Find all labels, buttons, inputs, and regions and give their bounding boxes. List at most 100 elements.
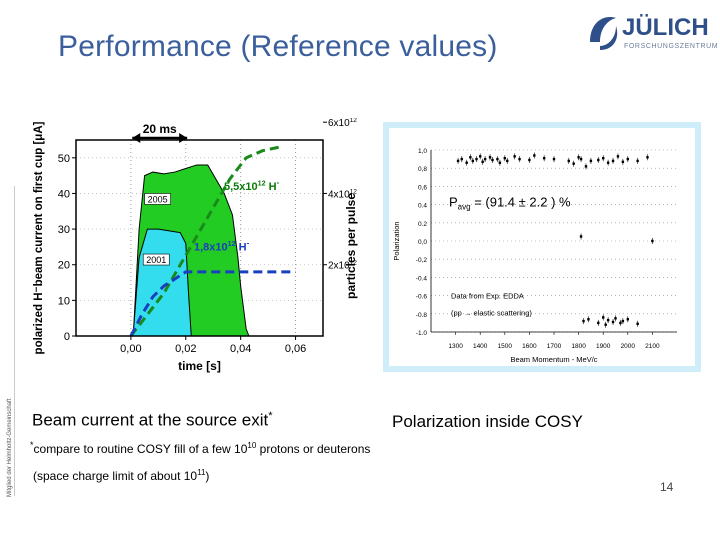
data-point xyxy=(479,155,482,158)
y-axis-label: polarized H⁻beam current on first cup [μ… xyxy=(33,121,45,354)
x-tick-label: 1600 xyxy=(522,343,537,350)
data-point xyxy=(528,158,531,162)
data-point xyxy=(621,160,625,164)
caption-left: Beam current at the source exit* xyxy=(32,410,273,431)
y-axis-label: Polarization xyxy=(392,221,401,260)
data-point xyxy=(587,318,590,321)
x-axis-label: time [s] xyxy=(178,359,221,373)
footnote-sup-1: 10 xyxy=(247,441,257,450)
data-point xyxy=(498,161,502,164)
footnote-line-1: *compare to routine COSY fill of a few 1… xyxy=(30,440,370,456)
x-tick-label: 2100 xyxy=(645,343,660,350)
label-cumulative-2005: 5,5x1012 H- xyxy=(224,178,280,193)
footnote-marker: * xyxy=(30,440,34,450)
data-point xyxy=(506,159,509,163)
data-point xyxy=(579,157,583,161)
data-point xyxy=(619,321,622,325)
data-point xyxy=(471,159,475,163)
polarization-chart: 1,0 0,8 0,6 0.4 0.2 0,0 -0,2 -0.4 -0.6 -0.8 -1.0 13… xyxy=(383,122,701,372)
data-point xyxy=(606,318,610,322)
y2-tick-label: 4x1012 xyxy=(328,188,357,200)
y-tick-label: 0 xyxy=(64,331,70,343)
y-tick-label: 0.4 xyxy=(418,203,427,210)
data-point xyxy=(611,159,615,163)
pavg-annotation: Pavg = (91.4 ± 2.2 ) % xyxy=(449,194,571,211)
data-point xyxy=(582,319,585,323)
data-point xyxy=(604,323,607,326)
data-point xyxy=(616,155,620,158)
x-tick-label: 0,04 xyxy=(230,343,251,355)
footnote-sup-2: 11 xyxy=(197,468,206,477)
y-tick-label: -1.0 xyxy=(416,330,428,337)
data-point xyxy=(579,235,583,238)
y-tick-label: 1,0 xyxy=(418,148,427,155)
y2-axis-label: particles per pulse xyxy=(344,193,358,299)
sidebar-text: Mitglied der Helmholtz-Gemeinschaft xyxy=(7,398,13,497)
x-tick-label: 1300 xyxy=(448,343,463,350)
y-tick-label: 30 xyxy=(58,224,70,236)
beam-current-chart: 20 ms 2005 2001 5,5x1012 H- 1,8x1012 H- 0 10 20… xyxy=(33,118,358,373)
data-point xyxy=(456,159,460,163)
data-point xyxy=(597,158,600,162)
logo-text: JÜLICH xyxy=(622,14,709,41)
plot-frame xyxy=(75,139,324,337)
data-point xyxy=(602,156,605,160)
footnote-text-1-end: protons or deuterons xyxy=(256,442,371,456)
data-point xyxy=(606,161,610,164)
data-point xyxy=(636,322,639,326)
x-tick-label: 0,06 xyxy=(285,343,306,355)
data-point xyxy=(496,157,499,161)
data-point xyxy=(567,159,570,163)
data-point xyxy=(488,156,492,159)
y-tick-label: 0,0 xyxy=(418,239,427,246)
data-point xyxy=(626,318,629,321)
data-point xyxy=(597,321,600,325)
data-point xyxy=(503,156,506,160)
reaction-annotation: (pp → elastic scattering) xyxy=(451,309,532,318)
x-axis-label: Beam Momentum - MeV/c xyxy=(510,355,597,364)
y-tick-label: -0.6 xyxy=(416,294,428,301)
data-point xyxy=(572,162,575,165)
data-point xyxy=(491,158,494,162)
y2-tick-label: 2x1012 xyxy=(328,260,357,272)
width-arrow-head-left xyxy=(132,133,141,143)
caption-left-sup: * xyxy=(268,410,273,422)
data-point xyxy=(584,165,588,168)
juelich-logo: JÜLICH FORSCHUNGSZENTRUM xyxy=(586,12,718,56)
x-tick-label: 1400 xyxy=(473,343,488,350)
data-point xyxy=(646,156,649,159)
x-tick-label: 1500 xyxy=(498,343,513,350)
data-point xyxy=(513,155,516,158)
label-2005: 2005 xyxy=(148,194,168,204)
x-tick-label: 1700 xyxy=(547,343,562,350)
x-tick-label: 1900 xyxy=(596,343,611,350)
y-tick-label: -0.8 xyxy=(416,312,428,319)
cumulative-line-2001 xyxy=(129,270,296,337)
data-point xyxy=(552,157,556,161)
data-point xyxy=(614,317,617,320)
y-tick-label: 20 xyxy=(58,260,70,272)
data-point xyxy=(465,161,468,164)
footnote-text-1: compare to routine COSY fill of a few 10 xyxy=(33,442,248,456)
sidebar-divider xyxy=(14,186,15,496)
footnote-text-2-end: ) xyxy=(205,469,210,483)
label-2001: 2001 xyxy=(146,255,166,265)
x-tick-label: 0,02 xyxy=(175,343,196,355)
y-tick-label: 10 xyxy=(58,295,70,307)
x-tick-label: 1800 xyxy=(571,343,586,350)
data-point xyxy=(481,160,484,164)
width-annotation: 20 ms xyxy=(143,122,177,136)
data-point xyxy=(611,320,615,324)
data-point xyxy=(589,159,593,163)
data-point xyxy=(460,157,463,161)
data-point xyxy=(533,154,536,157)
y2-tick-label: 6x1012 xyxy=(328,118,357,129)
data-point xyxy=(577,156,580,159)
label-2005-box xyxy=(144,193,171,205)
x-tick-label: 2000 xyxy=(621,343,636,350)
polarization-panel-inner xyxy=(389,128,695,366)
x-tick-label: 0,00 xyxy=(120,343,141,355)
page-number: 14 xyxy=(660,480,674,494)
y-tick-label: 50 xyxy=(58,153,70,165)
label-2001-box xyxy=(142,253,170,266)
